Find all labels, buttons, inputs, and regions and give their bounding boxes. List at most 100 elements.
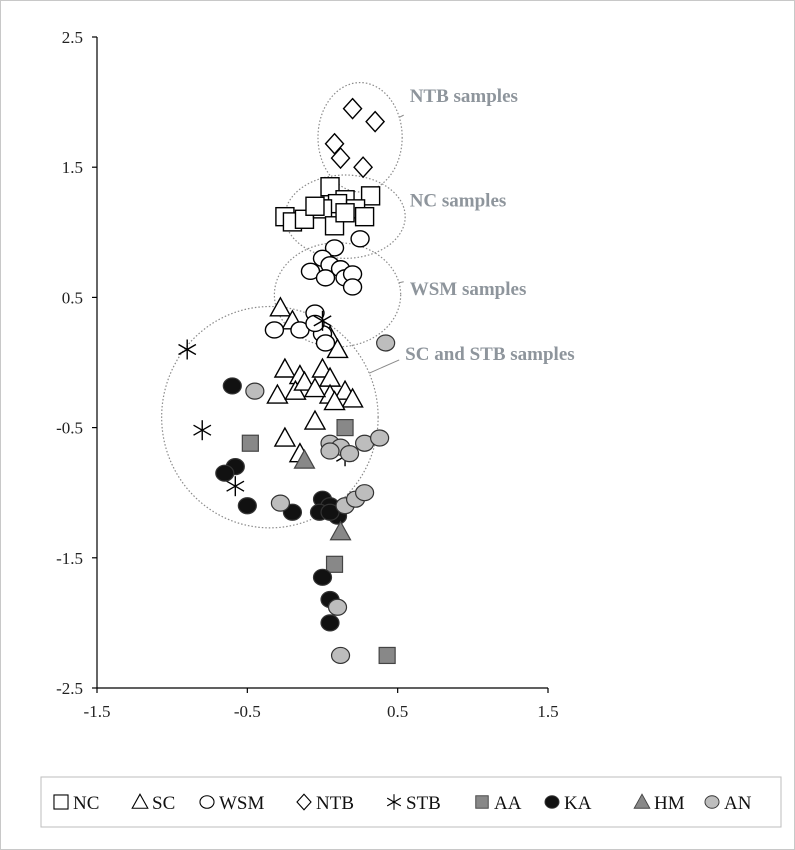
legend-label: STB [406,793,441,814]
data-point [360,186,381,206]
annotation-ellipse [273,242,402,348]
data-point [325,555,344,573]
data-point [273,426,297,447]
data-point [320,442,340,460]
data-point [315,334,336,352]
data-point [264,321,285,339]
legend-marker [544,795,560,809]
legend-symbol [131,793,149,809]
legend-item-ntb: NTB [296,793,354,814]
data-point [339,445,360,463]
legend-item-stb: STB [386,793,441,814]
data-point [303,377,327,398]
x-tick-label: -1.5 [84,702,111,721]
data-point [315,269,336,287]
legend-marker [704,795,720,809]
annotation-label: SC and STB samples [405,344,574,365]
data-point [330,646,351,665]
data-point [312,568,333,586]
data-point [293,448,316,469]
series-wsm [264,230,370,352]
annotation-ellipse [317,81,403,193]
data-point [293,370,316,391]
legend-label: WSM [219,793,265,814]
data-point [305,314,325,333]
y-tick-label: -2.5 [56,679,83,698]
series-aa [241,419,396,665]
legend-symbol [199,795,215,809]
data-point [354,484,375,502]
y-tick-label: 1.5 [62,158,83,177]
annotation-leader [399,114,404,118]
x-tick-label: 1.5 [537,702,558,721]
legend-item-wsm: WSM [199,793,265,814]
legend-item-an: AN [704,793,752,814]
data-point [329,520,352,541]
data-point [323,390,346,411]
x-tick-label: -0.5 [234,702,261,721]
data-point [370,429,390,447]
legend-label: HM [654,793,685,814]
series-nc [275,177,381,236]
legend-box [40,776,782,828]
legend-item-aa: AA [475,793,522,814]
legend-symbol [53,794,69,810]
data-point [241,434,259,452]
data-point [378,646,396,665]
data-point [327,598,348,616]
legend-marker [475,795,489,809]
data-point [266,383,289,404]
annotation-layer: NTB samples NC samples WSM samples SC and S… [161,81,575,529]
data-point [376,334,396,352]
axes: 2.51.50.5-0.5-1.5-2.5-1.5 -0.5 0.5 1.5 [56,28,559,721]
series-ntb [324,97,386,179]
series-an [245,334,396,665]
annotation-ellipse [284,174,406,259]
legend-marker [296,793,312,811]
data-point [365,110,386,133]
annotation-label: NTB samples [410,86,518,107]
legend-symbol [296,793,312,811]
data-point [215,464,235,482]
legend-symbol [544,795,560,809]
data-point [269,296,292,317]
legend: NC SC WSM NTB STB AA KA HM AN [40,776,782,828]
data-points [178,97,396,665]
annotation-ellipse [161,305,379,529]
data-point [303,409,327,430]
legend-marker [53,794,69,810]
data-point [222,377,242,395]
annotation-leader [368,359,400,374]
x-tick-label: 0.5 [387,702,408,721]
legend-marker [199,795,215,809]
y-tick-label: 0.5 [62,288,83,307]
legend-symbol [386,794,402,810]
legend-label: AN [724,793,752,814]
legend-label: AA [494,793,522,814]
y-tick-label: -0.5 [56,419,83,438]
data-point [305,196,325,216]
legend-label: NC [73,793,99,814]
legend-label: NTB [316,793,354,814]
data-point [226,476,245,497]
data-point [178,339,197,360]
data-point [336,419,354,437]
legend-item-hm: HM [633,793,685,814]
legend-label: SC [152,793,175,814]
data-point [313,310,332,331]
legend-marker [633,793,651,809]
data-point [342,278,363,296]
data-point [193,420,212,441]
data-point [273,357,297,378]
y-tick-label: 2.5 [62,28,83,47]
annotation-label: NC samples [410,190,507,211]
legend-marker [386,794,402,810]
legend-symbol [704,795,720,809]
legend-symbol [633,793,651,809]
data-point [353,156,374,179]
y-tick-label: -1.5 [56,549,83,568]
data-point [341,387,364,408]
data-point [330,147,351,170]
